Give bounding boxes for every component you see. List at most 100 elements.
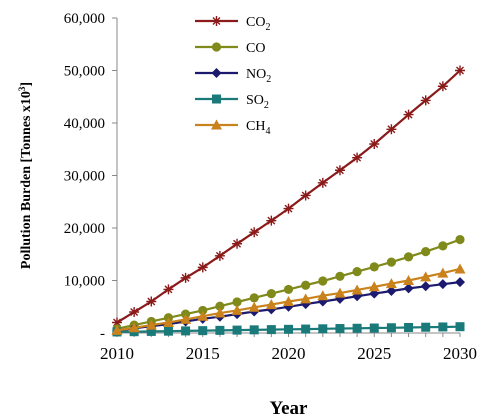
star-marker bbox=[369, 139, 380, 149]
data-point bbox=[111, 324, 123, 335]
data-point bbox=[318, 276, 328, 286]
legend-entry: CH4 bbox=[195, 119, 270, 137]
series-layer bbox=[111, 65, 466, 337]
data-point bbox=[300, 293, 312, 304]
star-marker bbox=[420, 95, 431, 106]
data-point bbox=[180, 272, 191, 283]
star-marker bbox=[197, 262, 208, 273]
y-tick-label: 60,000 bbox=[64, 11, 105, 27]
star-marker bbox=[266, 215, 277, 226]
data-point bbox=[283, 203, 294, 214]
star-marker bbox=[386, 124, 397, 135]
star-marker bbox=[455, 65, 465, 76]
data-point bbox=[421, 247, 431, 257]
data-point bbox=[301, 280, 311, 290]
data-point bbox=[368, 281, 380, 292]
star-marker bbox=[437, 81, 448, 92]
data-point bbox=[455, 277, 465, 288]
data-point bbox=[128, 322, 140, 333]
data-point bbox=[403, 252, 414, 262]
star-marker bbox=[112, 317, 122, 328]
data-point bbox=[403, 109, 414, 120]
data-point bbox=[437, 279, 448, 290]
legend-entry: CO bbox=[195, 41, 265, 56]
data-point bbox=[163, 284, 174, 295]
data-point bbox=[455, 322, 465, 332]
y-tick-label: 30,000 bbox=[64, 169, 105, 185]
data-point bbox=[386, 257, 396, 267]
data-point bbox=[437, 81, 448, 92]
data-point bbox=[197, 262, 208, 273]
star-marker bbox=[146, 296, 157, 307]
data-point bbox=[249, 325, 259, 335]
series-co2 bbox=[112, 65, 465, 328]
data-point bbox=[180, 313, 192, 324]
data-point bbox=[438, 322, 448, 332]
data-point bbox=[248, 301, 260, 312]
y-tick-label: 20,000 bbox=[64, 221, 105, 237]
data-point bbox=[386, 124, 397, 135]
star-marker bbox=[232, 238, 243, 249]
legend: CO2 CO NO2 SO2 CH4 bbox=[195, 15, 271, 137]
data-point bbox=[454, 263, 466, 274]
y-axis-title: Pollution Burden [Tonnes x103] bbox=[17, 82, 34, 269]
data-point bbox=[369, 139, 380, 149]
data-point bbox=[198, 305, 208, 316]
data-point bbox=[266, 289, 276, 299]
data-point bbox=[211, 16, 222, 26]
data-point bbox=[317, 290, 329, 301]
y-tick-label: - bbox=[100, 326, 105, 342]
star-marker bbox=[214, 250, 225, 261]
data-point bbox=[211, 42, 222, 52]
data-point bbox=[352, 152, 363, 163]
x-tick-label: 2020 bbox=[272, 344, 306, 363]
data-point bbox=[211, 119, 222, 130]
data-point bbox=[420, 271, 432, 282]
data-point bbox=[145, 319, 157, 330]
y-tick-label: 40,000 bbox=[64, 116, 105, 132]
data-point bbox=[146, 296, 157, 307]
data-point bbox=[369, 323, 379, 333]
data-point bbox=[266, 215, 277, 226]
legend-entry: SO2 bbox=[195, 93, 269, 111]
data-point bbox=[455, 65, 465, 76]
data-point bbox=[212, 94, 221, 104]
data-point bbox=[318, 324, 328, 334]
data-point bbox=[214, 307, 226, 318]
data-point bbox=[265, 299, 277, 310]
legend-label: CO bbox=[246, 41, 265, 56]
data-point bbox=[334, 287, 346, 298]
data-point bbox=[420, 95, 431, 106]
data-point bbox=[232, 297, 242, 307]
data-point bbox=[300, 190, 311, 201]
data-point bbox=[211, 68, 222, 78]
data-point bbox=[404, 322, 414, 332]
y-tick-label: 10,000 bbox=[64, 274, 105, 290]
data-point bbox=[301, 324, 311, 334]
star-marker bbox=[317, 177, 328, 188]
legend-label: CH4 bbox=[246, 119, 270, 137]
data-point bbox=[163, 326, 173, 336]
data-point bbox=[317, 177, 328, 188]
series-ch4 bbox=[111, 263, 466, 335]
data-point bbox=[215, 301, 225, 311]
star-marker bbox=[283, 203, 294, 214]
data-point bbox=[421, 322, 431, 332]
data-point bbox=[283, 284, 294, 295]
data-point bbox=[198, 326, 208, 336]
series-so2 bbox=[112, 322, 465, 337]
legend-label: NO2 bbox=[246, 67, 271, 85]
data-point bbox=[284, 324, 293, 334]
data-point bbox=[249, 293, 259, 303]
data-point bbox=[403, 283, 414, 294]
star-marker bbox=[334, 165, 345, 176]
data-point bbox=[232, 325, 242, 335]
data-point bbox=[249, 227, 260, 238]
star-marker bbox=[300, 190, 311, 201]
data-point bbox=[352, 266, 362, 277]
data-point bbox=[231, 304, 243, 315]
data-point bbox=[162, 317, 174, 327]
legend-entry: CO2 bbox=[195, 15, 270, 33]
data-point bbox=[455, 234, 465, 245]
